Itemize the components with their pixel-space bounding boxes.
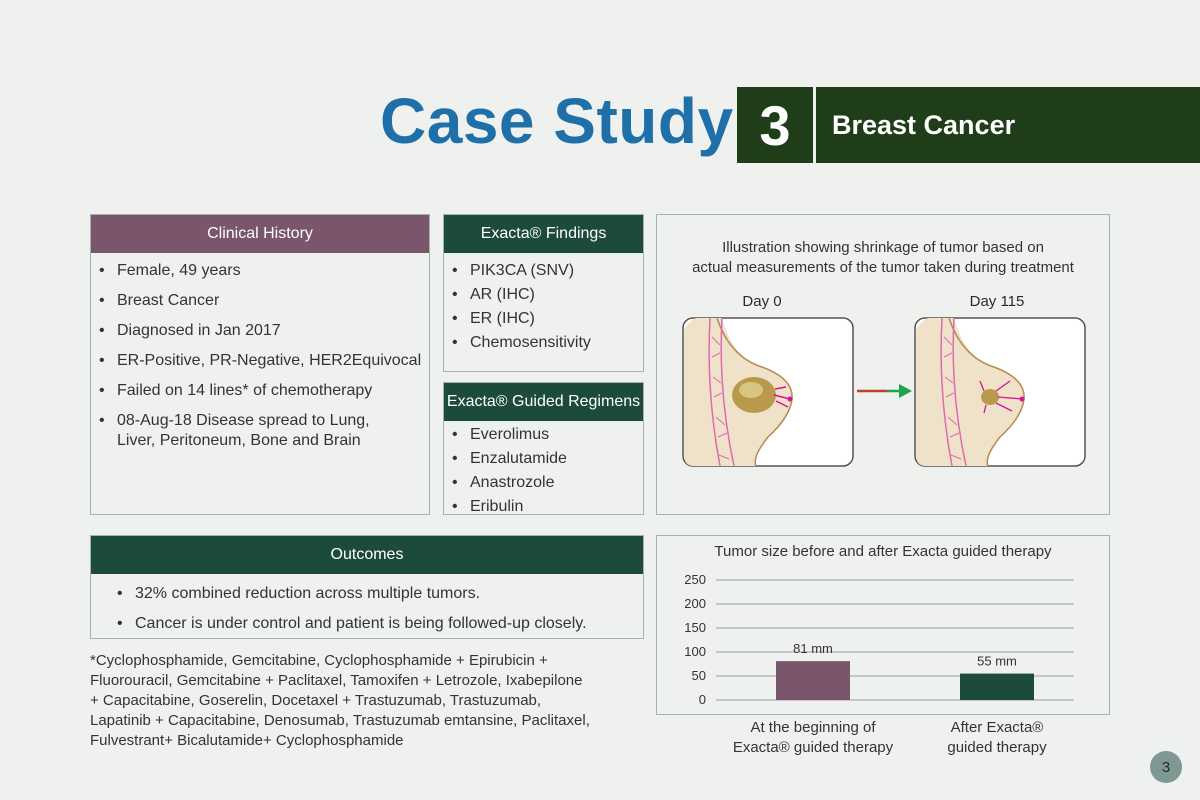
list-item: Cancer is under control and patient is b… [117, 614, 643, 634]
regimens-panel: Exacta® Guided Regimens Everolimus Enzal… [443, 382, 644, 515]
regimens-list: Everolimus Enzalutamide Anastrozole Erib… [444, 421, 643, 514]
regimens-heading: Exacta® Guided Regimens [444, 383, 643, 421]
findings-heading: Exacta® Findings [444, 215, 643, 253]
list-item: Anastrozole [452, 473, 643, 493]
illustration-caption-line2: actual measurements of the tumor taken d… [692, 259, 1074, 276]
outcomes-list: 32% combined reduction across multiple t… [91, 574, 643, 634]
footnote-line: *Cyclophosphamide, Gemcitabine, Cyclopho… [90, 652, 548, 669]
list-item: Everolimus [452, 425, 643, 445]
bar [776, 661, 850, 700]
list-item: ER-Positive, PR-Negative, HER2Equivocal [99, 351, 429, 371]
page-title: Case Study [380, 85, 734, 157]
x-tick-label: After Exacta® [951, 719, 1044, 736]
list-item: Enzalutamide [452, 449, 643, 469]
clinical-history-list: Female, 49 years Breast Cancer Diagnosed… [91, 253, 429, 451]
y-tick-label: 250 [684, 572, 706, 587]
footnote-line: Fluorouracil, Gemcitabine + Paclitaxel, … [90, 672, 583, 689]
breast-before-illustration [682, 317, 854, 467]
list-item: 08-Aug-18 Disease spread to Lung, Liver,… [99, 411, 407, 451]
clinical-history-panel: Clinical History Female, 49 years Breast… [90, 214, 430, 515]
footnote: *Cyclophosphamide, Gemcitabine, Cyclopho… [90, 651, 650, 751]
list-item: AR (IHC) [452, 285, 643, 305]
case-subtitle-banner: Breast Cancer [816, 87, 1200, 163]
case-number-badge: 3 [737, 87, 813, 163]
list-item: Failed on 14 lines* of chemotherapy [99, 381, 429, 401]
y-tick-label: 0 [699, 692, 706, 707]
page-number: 3 [1150, 751, 1182, 783]
bar [960, 673, 1034, 700]
findings-panel: Exacta® Findings PIK3CA (SNV) AR (IHC) E… [443, 214, 644, 372]
list-item: 32% combined reduction across multiple t… [117, 584, 643, 604]
x-tick-label: Exacta® guided therapy [733, 739, 894, 756]
illustration-panel: Illustration showing shrinkage of tumor … [656, 214, 1110, 515]
list-item: PIK3CA (SNV) [452, 261, 643, 281]
list-item: Eribulin [452, 497, 643, 514]
y-tick-label: 200 [684, 596, 706, 611]
findings-list: PIK3CA (SNV) AR (IHC) ER (IHC) Chemosens… [444, 253, 643, 353]
outcomes-heading: Outcomes [91, 536, 643, 574]
tumor-size-chart: 0 50 100 150 200 250 81 mm At the beginning of E… [684, 572, 1074, 756]
data-label: 81 mm [793, 641, 833, 656]
list-item: Chemosensitivity [452, 333, 643, 353]
footnote-line: Fulvestrant+ Bicalutamide+ Cyclophospham… [90, 732, 404, 749]
chart-title: Tumor size before and after Exacta guide… [714, 543, 1052, 560]
clinical-history-heading: Clinical History [91, 215, 429, 253]
y-tick-label: 100 [684, 644, 706, 659]
x-tick-label: guided therapy [947, 739, 1047, 756]
list-item: ER (IHC) [452, 309, 643, 329]
day-0-label: Day 0 [742, 293, 782, 310]
footnote-line: + Capacitabine, Goserelin, Docetaxel + T… [90, 692, 542, 709]
case-subtitle: Breast Cancer [832, 109, 1016, 140]
x-tick-label: At the beginning of [750, 719, 876, 736]
list-item: Female, 49 years [99, 261, 429, 281]
day-115-label: Day 115 [969, 293, 1025, 310]
list-item: Diagnosed in Jan 2017 [99, 321, 429, 341]
breast-after-illustration [914, 317, 1086, 467]
outcomes-panel: Outcomes 32% combined reduction across m… [90, 535, 644, 639]
footnote-line: Lapatinib + Capacitabine, Denosumab, Tra… [90, 712, 590, 729]
data-label: 55 mm [977, 654, 1017, 669]
arrow-icon [857, 384, 912, 398]
y-tick-label: 150 [684, 620, 706, 635]
y-tick-label: 50 [692, 668, 706, 683]
illustration-caption-line1: Illustration showing shrinkage of tumor … [722, 239, 1044, 256]
list-item: Breast Cancer [99, 291, 429, 311]
chart-panel [656, 535, 1110, 715]
